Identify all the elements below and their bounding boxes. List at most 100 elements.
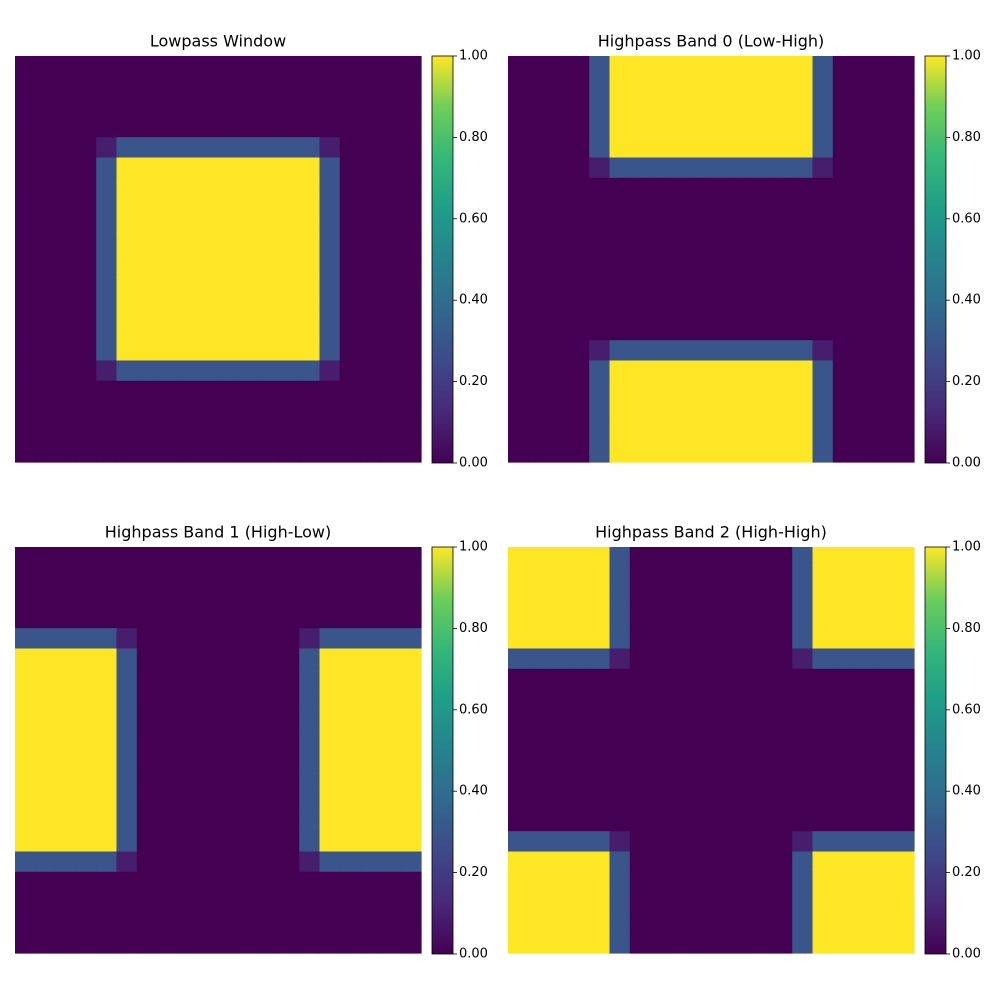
heatmap-cell — [508, 137, 529, 159]
heatmap-cell — [568, 689, 590, 710]
heatmap-cell — [197, 96, 219, 118]
heatmap-cell — [360, 831, 381, 853]
heatmap-cell — [629, 177, 651, 199]
heatmap-cell — [629, 157, 651, 179]
heatmap-cell — [177, 198, 199, 219]
heatmap-cell — [853, 607, 874, 629]
heatmap-cell — [589, 831, 611, 853]
heatmap-cell — [258, 441, 280, 463]
heatmap-cell — [258, 831, 280, 853]
heatmap-cell — [218, 628, 239, 650]
heatmap-cell — [360, 96, 381, 118]
heatmap-cell — [75, 607, 97, 629]
heatmap-cell — [609, 401, 631, 422]
heatmap-cell — [299, 628, 321, 650]
heatmap-cell — [731, 689, 753, 710]
heatmap-cell — [136, 198, 158, 219]
heatmap-cell — [360, 567, 381, 589]
heatmap-cell — [238, 912, 260, 934]
heatmap-cell — [400, 218, 422, 240]
heatmap-cell — [136, 628, 158, 650]
heatmap-cell — [116, 218, 138, 240]
heatmap-cell — [75, 401, 97, 422]
heatmap-cell — [15, 441, 36, 463]
heatmap-cell — [116, 709, 138, 731]
heatmap-cell — [278, 299, 300, 321]
heatmap-cell — [568, 198, 590, 219]
heatmap-cell — [339, 547, 361, 568]
heatmap-cell — [299, 76, 321, 98]
heatmap-cell — [873, 56, 895, 77]
heatmap-cell — [609, 871, 631, 893]
heatmap-cell — [177, 750, 199, 771]
heatmap-cell — [893, 790, 915, 812]
heatmap-cell — [771, 750, 793, 771]
heatmap-cell — [670, 810, 692, 832]
heatmap-cell — [238, 628, 260, 650]
heatmap-cell — [339, 279, 361, 301]
heatmap-cell — [319, 299, 341, 321]
heatmap-cell — [15, 401, 36, 422]
heatmap-cell — [690, 259, 712, 280]
heatmap-cell — [238, 421, 260, 443]
heatmap-cell — [853, 177, 874, 199]
heatmap-cell — [177, 547, 199, 568]
heatmap-cell — [278, 238, 300, 260]
heatmap-cell — [548, 790, 570, 812]
heatmap-cell — [771, 177, 793, 199]
heatmap-cell — [380, 668, 402, 690]
heatmap-cell — [238, 380, 260, 402]
heatmap-cell — [116, 932, 138, 954]
heatmap-cell — [670, 259, 692, 280]
heatmap-cell — [650, 770, 671, 792]
heatmap-cell — [873, 587, 895, 609]
heatmap-cell — [751, 709, 773, 731]
heatmap-cell — [258, 648, 280, 670]
heatmap-cell — [568, 628, 590, 650]
heatmap-cell — [55, 547, 77, 568]
heatmap-cell — [832, 441, 854, 463]
heatmap-cell — [792, 137, 814, 159]
heatmap-cell — [589, 892, 611, 913]
heatmap-cell — [609, 831, 631, 853]
heatmap-cell — [873, 401, 895, 422]
heatmap-cell — [238, 668, 260, 690]
heatmap-cell — [238, 709, 260, 731]
heatmap-cell — [75, 750, 97, 771]
heatmap-cell — [35, 218, 57, 240]
heatmap-cell — [812, 340, 834, 362]
heatmap-cell — [832, 421, 854, 443]
heatmap-cell — [197, 340, 219, 362]
heatmap-cell — [238, 360, 260, 382]
heatmap-cell — [35, 689, 57, 710]
heatmap-cell — [197, 401, 219, 422]
heatmap-cell — [400, 750, 422, 771]
heatmap-cell — [136, 56, 158, 77]
heatmap-cell — [258, 567, 280, 589]
heatmap-cell — [238, 76, 260, 98]
heatmap-cell — [792, 851, 814, 873]
heatmap-cell — [629, 380, 651, 402]
heatmap-cell — [197, 319, 219, 341]
heatmap-cell — [853, 892, 874, 913]
heatmap-cell — [400, 892, 422, 913]
heatmap-cell — [75, 587, 97, 609]
heatmap-cell — [792, 750, 814, 771]
heatmap-cell — [55, 421, 77, 443]
heatmap-cell — [609, 750, 631, 771]
heatmap-cell — [609, 607, 631, 629]
heatmap-cell — [218, 932, 239, 954]
heatmap-cell — [548, 851, 570, 873]
heatmap-cell — [339, 401, 361, 422]
heatmap-cell — [116, 137, 138, 159]
heatmap-cell — [218, 76, 239, 98]
heatmap-cell — [589, 871, 611, 893]
heatmap-cell — [400, 116, 422, 138]
colorbar-tick-label: 0.00 — [459, 456, 488, 471]
heatmap-cell — [15, 299, 36, 321]
heatmap-cell — [55, 729, 77, 751]
heatmap-cell — [197, 607, 219, 629]
heatmap-cell — [35, 912, 57, 934]
heatmap-cell — [771, 441, 793, 463]
heatmap-cell — [15, 116, 36, 138]
